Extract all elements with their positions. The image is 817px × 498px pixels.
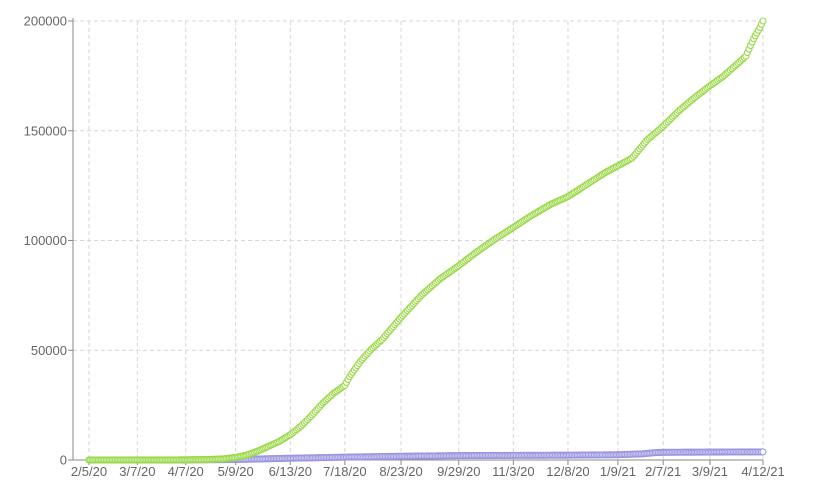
data-point	[759, 448, 767, 456]
x-tick-label: 12/8/20	[546, 464, 589, 479]
x-tick-label: 8/23/20	[379, 464, 422, 479]
x-tick-label: 7/18/20	[323, 464, 366, 479]
x-tick-label: 4/7/20	[168, 464, 204, 479]
x-tick-label: 3/7/20	[119, 464, 155, 479]
x-tick-label: 2/5/20	[71, 464, 107, 479]
series	[85, 17, 767, 464]
x-tick-label: 6/13/20	[269, 464, 312, 479]
x-tick-label: 11/3/20	[492, 464, 534, 479]
y-tick-label: 200000	[24, 14, 67, 29]
y-tick-label: 0	[60, 453, 67, 468]
x-tick-label: 3/9/21	[692, 464, 728, 479]
series-0	[85, 17, 767, 464]
grid	[73, 20, 764, 461]
x-tick-label: 1/9/21	[600, 464, 636, 479]
y-tick-label: 150000	[24, 123, 67, 138]
tick-labels: 0 50000 100000 150000 200000 2/5/20 3/7/20 4/7/…	[24, 14, 785, 480]
y-tick-label: 100000	[24, 233, 67, 248]
x-tick-label: 5/9/20	[218, 464, 254, 479]
x-tick-label: 9/29/20	[437, 464, 480, 479]
axes	[68, 18, 764, 465]
x-tick-label: 4/12/21	[741, 464, 784, 479]
y-tick-label: 50000	[31, 343, 67, 358]
x-tick-label: 2/7/21	[645, 464, 681, 479]
data-point	[759, 17, 767, 25]
